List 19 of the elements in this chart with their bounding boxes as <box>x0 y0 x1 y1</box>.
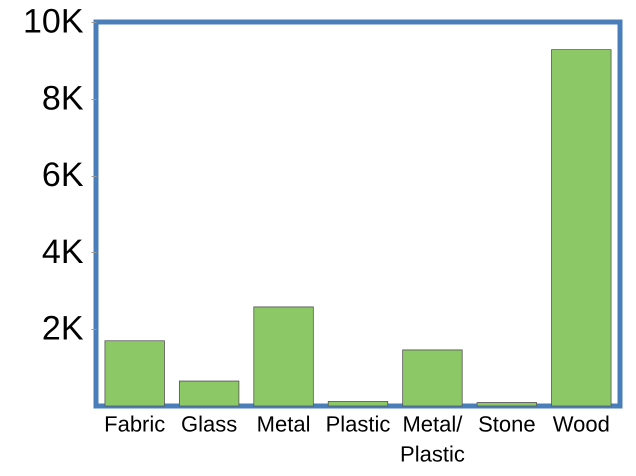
bar <box>402 350 463 406</box>
y-tick-label: 8K <box>42 79 84 118</box>
x-tick-label: Glass <box>181 412 238 436</box>
y-tick-label: 4K <box>42 232 84 271</box>
bar <box>178 380 240 406</box>
y-tick-label: 6K <box>42 156 84 194</box>
x-tick-label: Metal <box>256 412 310 436</box>
x-tick-label: Wood <box>552 412 610 436</box>
x-tick-label: Fabric <box>104 412 166 436</box>
x-tick-label: Stone <box>478 412 536 436</box>
y-tick-label: 10K <box>23 2 84 40</box>
x-tick-label: Plastic <box>326 412 390 436</box>
y-tick-label: 2K <box>42 310 84 348</box>
bar <box>253 306 314 406</box>
bar <box>551 49 612 406</box>
bar <box>476 402 538 406</box>
bar <box>104 340 165 406</box>
bar <box>328 400 388 406</box>
x-tick-label: Metal/ Plastic <box>400 412 465 466</box>
